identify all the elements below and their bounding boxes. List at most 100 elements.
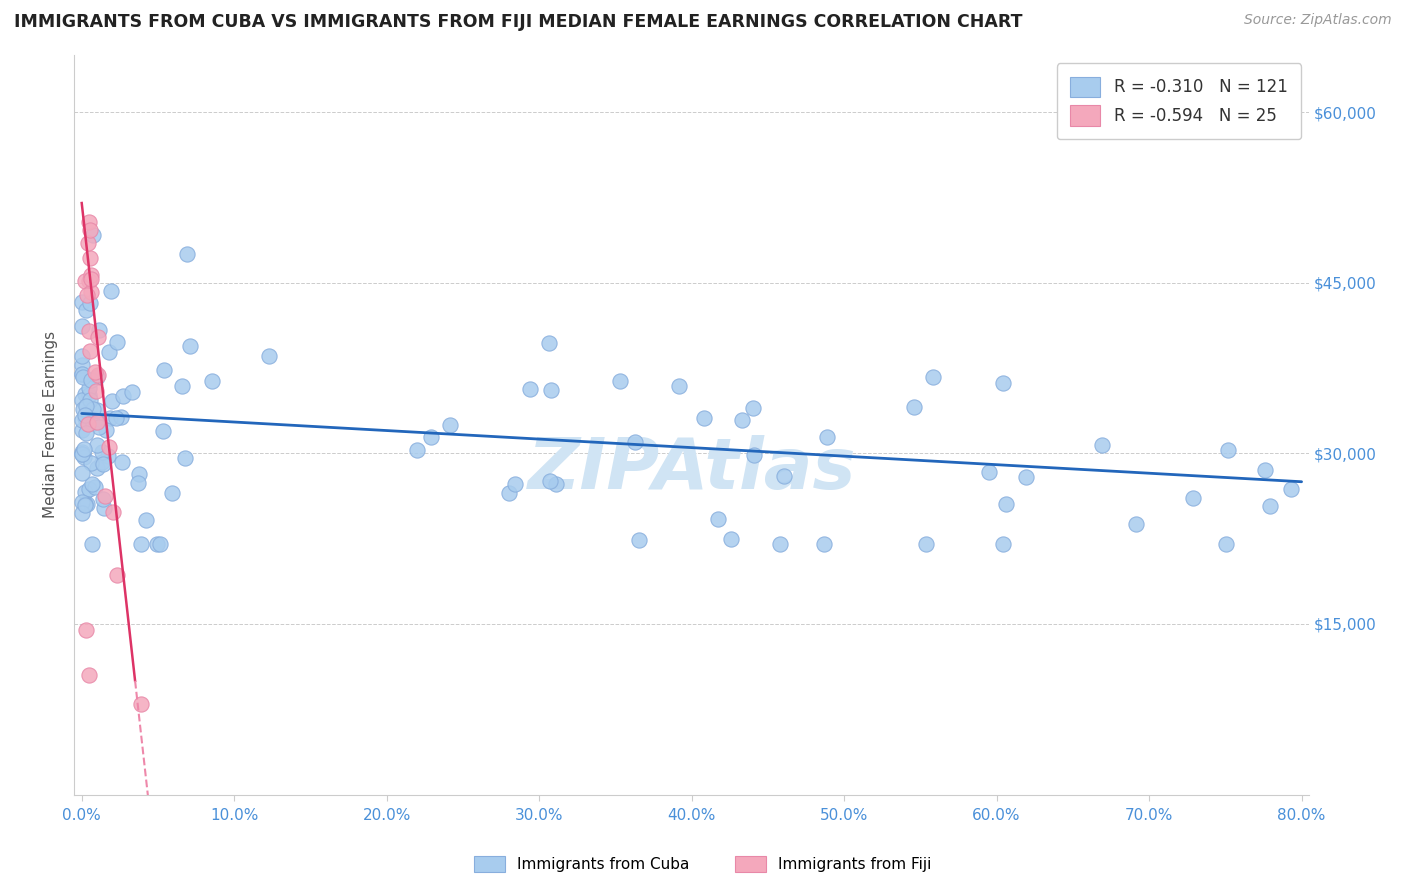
Point [79,268,101,282]
Point [75,425,97,440]
Point [79,252,101,266]
Point [79,392,101,407]
Point [903,400,925,414]
Point [979,465,1001,479]
Point [79,272,101,286]
Point [77,388,100,402]
Point [503,476,526,491]
Point [84,365,107,379]
Point [79,223,101,237]
Point [70,447,93,461]
Point [914,537,936,551]
Point [79,344,101,359]
Point [76,497,98,511]
Point [170,379,193,393]
Point [80,373,103,387]
Point [86,415,108,429]
Point [73,497,96,511]
Point [623,435,645,450]
Point [75,498,97,512]
Point [111,455,134,469]
Point [1258,500,1281,514]
Point [84,412,107,426]
Point [105,568,128,582]
Point [121,384,143,399]
Point [148,537,170,551]
Point [94,489,117,503]
Point [84,384,107,399]
Point [100,393,122,408]
Point [72,401,94,416]
Point [76,288,98,302]
Text: ZIPAtlas: ZIPAtlas [527,434,856,504]
Point [498,485,520,500]
Point [79,285,101,299]
Point [439,418,461,433]
Point [72,367,94,381]
Point [72,448,94,462]
Point [406,443,429,458]
Point [86,330,108,344]
Point [79,668,101,682]
Point [519,382,541,396]
Point [129,537,152,551]
Point [1125,517,1147,532]
Point [91,491,114,506]
Point [97,449,120,463]
Point [86,402,108,417]
Point [627,533,650,548]
Point [70,319,93,334]
Point [538,475,561,489]
Point [70,444,93,458]
Text: IMMIGRANTS FROM CUBA VS IMMIGRANTS FROM FIJI MEDIAN FEMALE EARNINGS CORRELATION : IMMIGRANTS FROM CUBA VS IMMIGRANTS FROM … [14,13,1022,31]
Point [1254,463,1277,477]
Point [668,379,690,393]
Point [160,486,183,500]
Point [993,376,1015,390]
Point [1215,537,1237,551]
Point [93,457,115,471]
Point [97,440,120,454]
Legend: Immigrants from Cuba, Immigrants from Fiji: Immigrants from Cuba, Immigrants from Fi… [467,848,939,880]
Point [815,430,838,444]
Point [87,323,110,337]
Point [93,501,115,516]
Point [1181,491,1204,505]
Point [693,410,716,425]
Point [1279,483,1302,497]
Point [82,416,104,430]
Point [75,399,97,413]
Point [813,537,835,551]
Point [86,370,108,384]
Point [70,295,93,310]
Point [769,537,792,551]
Point [105,335,128,350]
Point [993,537,1015,551]
Point [86,438,108,452]
Point [70,358,93,372]
Point [82,402,104,417]
Point [77,381,100,395]
Point [101,505,124,519]
Point [77,482,100,496]
Point [1091,438,1114,452]
Point [742,401,765,416]
Point [135,513,157,527]
Point [75,411,97,425]
Point [70,368,93,382]
Point [994,497,1017,511]
Point [75,623,97,637]
Point [91,455,114,469]
Point [100,284,122,298]
Point [70,349,93,363]
Point [731,413,754,427]
Point [87,368,110,383]
Point [540,384,562,398]
Point [1015,470,1038,484]
Point [773,469,796,483]
Point [91,444,114,458]
Point [70,495,93,509]
Point [97,345,120,359]
Point [80,477,103,491]
Point [128,467,150,481]
